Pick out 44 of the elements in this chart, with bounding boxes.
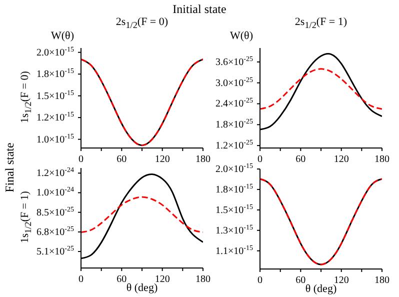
y-tick-label: 6.8×10$^{-25}$ bbox=[36, 224, 74, 238]
y-tick-label: 5.1×10$^{-25}$ bbox=[36, 244, 74, 258]
text: Initial state bbox=[172, 2, 228, 17]
x-tick-label: 0 bbox=[78, 154, 84, 165]
x-tick-label: 180 bbox=[374, 275, 390, 286]
x-tick-label: 180 bbox=[196, 154, 210, 165]
x-tick-label: 0 bbox=[78, 274, 84, 285]
text: W(θ) bbox=[51, 30, 74, 42]
y-tick-label: 3.0×10$^{-25}$ bbox=[216, 76, 254, 89]
x-axis-title: θ (deg) bbox=[305, 283, 337, 295]
x-tick-label: 120 bbox=[154, 154, 170, 165]
x-tick-label: 180 bbox=[374, 154, 390, 165]
y-tick-label: 2.0×10$^{-15}$ bbox=[36, 45, 74, 58]
y-tick-label: 1.3×10$^{-15}$ bbox=[216, 223, 254, 236]
chart-title: 2s$_{1/2}$(F = 1) bbox=[294, 16, 348, 30]
x-tick-label: 120 bbox=[154, 274, 170, 285]
x-tick-label: 0 bbox=[258, 275, 262, 286]
y-tick-label: 1.2×10$^{-15}$ bbox=[36, 110, 74, 124]
x-tick-label: 60 bbox=[296, 275, 306, 286]
x-tick-label: 180 bbox=[196, 274, 210, 285]
y-tick-label: 2.0×10$^{-15}$ bbox=[216, 162, 254, 175]
chart-title: 2s$_{1/2}$(F = 0) bbox=[114, 16, 170, 30]
y-tick-label: 1.0×10$^{-24}$ bbox=[36, 186, 74, 199]
x-tick-label: 60 bbox=[116, 274, 127, 285]
y-tick-label: 1.5×10$^{-15}$ bbox=[216, 202, 254, 216]
x-tick-label: 120 bbox=[334, 275, 349, 286]
y-tick-label: 1.1×10$^{-15}$ bbox=[216, 244, 254, 257]
y-tick-label: 1.0×10$^{-15}$ bbox=[36, 132, 74, 146]
y-tick-label: 1.2×10$^{-24}$ bbox=[36, 166, 74, 180]
y-tick-label: 1.8×10$^{-25}$ bbox=[216, 118, 254, 131]
x-tick-label: 0 bbox=[258, 154, 262, 165]
x-tick-label: 120 bbox=[334, 154, 349, 165]
y-tick-label: 8.5×10$^{-25}$ bbox=[36, 205, 74, 218]
x-axis-title: θ (deg) bbox=[126, 282, 158, 294]
y-tick-label: 2.4×10$^{-25}$ bbox=[216, 96, 254, 110]
y-tick-label: 1.8×10$^{-15}$ bbox=[216, 182, 254, 196]
x-tick-label: 60 bbox=[116, 154, 127, 165]
y-tick-label: 1.2×10$^{-25}$ bbox=[216, 138, 254, 152]
text: W(θ) bbox=[230, 30, 253, 42]
y-tick-label: 1.8×10$^{-15}$ bbox=[36, 67, 74, 80]
text: Final state bbox=[2, 142, 18, 194]
y-tick-label: 3.6×10$^{-25}$ bbox=[216, 54, 254, 68]
y-tick-label: 1.5×10$^{-15}$ bbox=[36, 88, 74, 102]
x-tick-label: 60 bbox=[296, 154, 306, 165]
